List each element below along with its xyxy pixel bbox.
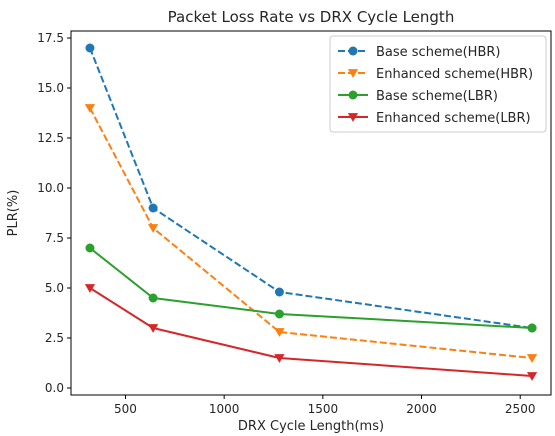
- x-tick-label: 1000: [209, 402, 240, 416]
- legend-box: [329, 35, 547, 133]
- legend-entry: Base scheme(HBR): [338, 45, 500, 60]
- data-point: [148, 224, 159, 233]
- legend-entry: Enhanced scheme(LBR): [338, 111, 531, 126]
- y-tick-label: 17.5: [37, 31, 64, 45]
- x-tick-label: 1500: [308, 402, 339, 416]
- legend-entry: Base scheme(LBR): [338, 89, 498, 104]
- legend-label: Base scheme(HBR): [376, 45, 500, 60]
- data-point: [274, 328, 285, 337]
- y-tick-label: 12.5: [37, 131, 64, 145]
- x-tick-label: 2000: [406, 402, 437, 416]
- legend-marker: [347, 69, 359, 78]
- series-base-scheme-lbr: [85, 243, 537, 333]
- legend-entry: Enhanced scheme(HBR): [338, 67, 533, 82]
- series-line: [89, 287, 533, 377]
- y-tick-label: 2.5: [45, 331, 64, 345]
- series-line: [89, 247, 533, 329]
- y-tick-label: 5.0: [45, 281, 64, 295]
- x-axis-label: DRX Cycle Length(ms): [238, 419, 384, 434]
- data-point: [148, 203, 158, 213]
- legend-label: Base scheme(LBR): [376, 89, 498, 104]
- data-point: [85, 43, 95, 53]
- data-point: [274, 309, 284, 319]
- data-point: [148, 324, 159, 333]
- legend-marker: [348, 90, 358, 100]
- x-tick-label: 2500: [505, 402, 536, 416]
- data-point: [148, 293, 158, 303]
- data-point: [274, 354, 285, 363]
- data-point: [526, 354, 538, 363]
- data-point: [84, 284, 96, 293]
- series-line: [89, 47, 533, 329]
- y-axis: 0.0 2.5 5.0 7.5 10.0 12.5 15.0 17.5: [37, 31, 71, 395]
- legend-marker: [348, 46, 358, 56]
- data-point: [527, 323, 537, 333]
- legend-label: Enhanced scheme(LBR): [376, 111, 531, 126]
- data-point: [84, 104, 96, 113]
- series-enhanced-scheme-hbr: [84, 104, 538, 363]
- plot-frame: [70, 30, 552, 396]
- y-tick-label: 7.5: [45, 231, 64, 245]
- data-point: [274, 287, 284, 297]
- y-tick-label: 15.0: [37, 81, 64, 95]
- data-point: [526, 372, 538, 381]
- plot-area: [84, 43, 538, 381]
- x-tick-label: 500: [114, 402, 137, 416]
- y-axis-label: PLR(%): [6, 190, 21, 237]
- series-line: [89, 107, 533, 359]
- legend-marker: [347, 113, 359, 122]
- data-point: [85, 243, 95, 253]
- legend-label: Enhanced scheme(HBR): [376, 67, 533, 82]
- y-tick-label: 0.0: [45, 381, 64, 395]
- y-tick-label: 10.0: [37, 181, 64, 195]
- legend: Base scheme(HBR) Enhanced scheme(HBR) Base…: [329, 35, 547, 133]
- chart-title: Packet Loss Rate vs DRX Cycle Length: [168, 8, 455, 26]
- series-enhanced-scheme-lbr: [84, 284, 538, 381]
- x-axis: 500 1000 1500 2000 2500: [114, 395, 535, 416]
